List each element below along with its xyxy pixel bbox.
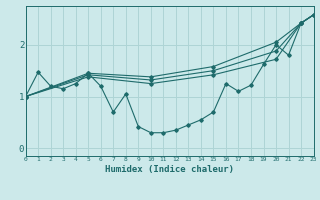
X-axis label: Humidex (Indice chaleur): Humidex (Indice chaleur) (105, 165, 234, 174)
